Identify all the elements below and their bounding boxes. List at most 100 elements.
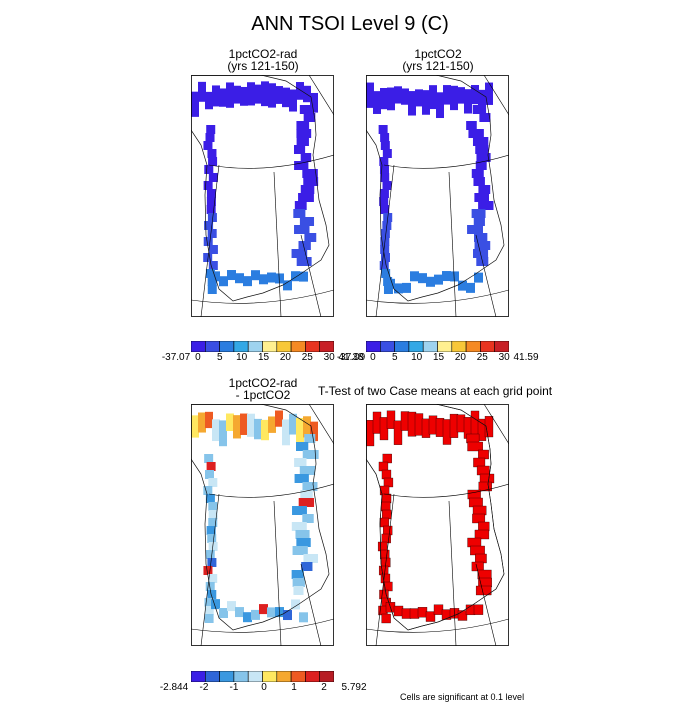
meridian-line	[300, 563, 322, 646]
colorbar-swatch	[233, 670, 249, 683]
grid-cell	[289, 413, 297, 435]
meridian-line	[200, 164, 220, 317]
panel-title-diff-line1: 1pctCO2-rad	[228, 376, 298, 390]
grid-cell	[429, 85, 437, 110]
colorbar-tick-label: 25	[476, 352, 488, 363]
map-panel-case2	[366, 75, 509, 317]
grid-cell	[299, 105, 314, 114]
grid-cell	[203, 181, 213, 190]
grid-cell	[442, 271, 451, 282]
colorbar-case1-swatches	[190, 340, 335, 353]
graticule	[366, 404, 509, 646]
grid-cell	[302, 514, 314, 523]
grid-cell	[233, 415, 241, 439]
grid-cell	[468, 497, 483, 508]
grid-cell	[479, 473, 495, 484]
ice-sheet-outline	[191, 404, 330, 631]
grid-cell	[383, 285, 393, 294]
colorbar-tick-label: 5	[391, 352, 398, 363]
grid-cell	[240, 413, 248, 435]
meridian-line	[475, 563, 497, 646]
grid-cell	[205, 494, 215, 503]
colorbar-swatch	[205, 340, 220, 353]
grid-cell	[476, 465, 490, 476]
grid-cell	[386, 410, 396, 429]
grid-cell	[380, 253, 390, 262]
grid-cell	[381, 469, 392, 480]
grid-cell	[275, 86, 283, 104]
colorbar-swatch	[219, 670, 235, 683]
grid-cell	[206, 526, 216, 535]
colorbar-swatch	[233, 340, 249, 353]
grid-cell	[387, 87, 395, 111]
grid-cell	[207, 149, 217, 158]
grid-cell	[219, 608, 228, 619]
footnote: Cells are significant at 0.1 level	[400, 692, 525, 702]
colorbar-swatch	[276, 340, 292, 353]
grid-cell	[470, 545, 485, 556]
colorbar-diff-swatches	[190, 670, 335, 683]
grid-cell	[472, 105, 487, 114]
colorbar-tick-label: 0	[261, 682, 267, 693]
grid-cell	[379, 417, 389, 441]
grid-cell	[450, 85, 458, 111]
colorbar-tick-label: 10	[236, 352, 248, 363]
ice-sheet-outline	[191, 75, 330, 302]
grid-cell	[233, 85, 241, 104]
grid-cell	[478, 201, 494, 210]
colorbar-tick-label: -2	[199, 682, 209, 693]
meridian-line	[448, 171, 457, 317]
grid-cell	[474, 529, 490, 540]
colorbar-tick-label: 30	[323, 352, 335, 363]
ice-sheet-outline	[366, 75, 505, 302]
grid-cell	[408, 91, 416, 116]
grid-cell	[208, 542, 218, 551]
grid-cell	[468, 129, 484, 138]
grid-cell	[433, 604, 444, 615]
latitude-line	[366, 618, 509, 633]
colorbar-case1	[190, 339, 335, 357]
grid-cells	[366, 82, 494, 294]
grid-cell	[207, 590, 217, 599]
colorbar-tick-label: 10	[411, 352, 423, 363]
grid-cell	[436, 92, 444, 119]
grid-cell	[381, 269, 391, 278]
grid-cell	[380, 229, 390, 238]
map-panel-ttest	[366, 404, 509, 646]
colorbar-swatch	[480, 340, 496, 353]
map-case2	[366, 75, 509, 317]
grid-cell	[472, 513, 486, 524]
grid-cell	[251, 609, 260, 620]
latitude-line	[191, 289, 334, 304]
grid-cell	[235, 607, 244, 618]
grid-cell	[219, 420, 227, 447]
grid-cell	[205, 91, 213, 110]
grid-cell	[380, 87, 388, 110]
grid-cell	[464, 89, 472, 114]
map-frame	[191, 404, 334, 646]
grid-cell	[401, 608, 412, 619]
grid-cell	[294, 225, 310, 234]
grid-cell	[301, 562, 313, 571]
map-case1	[191, 75, 334, 317]
grid-cell	[479, 113, 491, 122]
grid-cell	[204, 606, 214, 615]
colorbar-tick-label: 30	[498, 352, 510, 363]
colorbar-tick-label: 0	[195, 352, 201, 363]
grid-cell	[261, 81, 269, 107]
grid-cell	[254, 418, 262, 440]
colorbar-tick-label: 41.59	[513, 352, 539, 363]
colorbar-swatch	[262, 340, 278, 353]
grid-cell	[247, 413, 255, 437]
grid-cell	[203, 237, 213, 246]
map-frame	[191, 75, 334, 317]
grid-cell	[296, 121, 310, 130]
latitude-line	[383, 154, 509, 169]
colorbar-swatch	[276, 670, 292, 683]
grid-cell	[380, 573, 391, 584]
latitude-line	[208, 483, 334, 498]
grid-cell	[282, 87, 290, 108]
latitude-line	[383, 483, 509, 498]
grid-cell	[296, 442, 309, 451]
grid-cell	[292, 578, 305, 587]
